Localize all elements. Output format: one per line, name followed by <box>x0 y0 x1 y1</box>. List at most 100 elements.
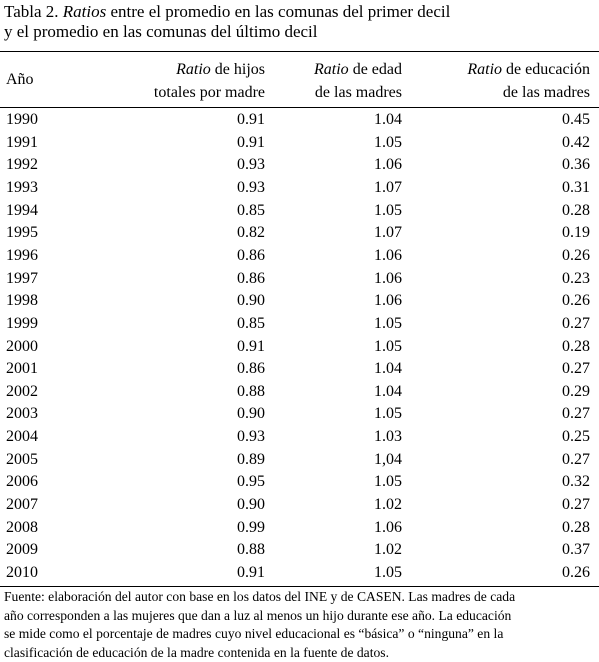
title: Tabla 2. Ratios entre el promedio en las… <box>4 2 450 22</box>
value-cell: 1.06 <box>374 246 402 264</box>
header-cell: totales por madre <box>153 84 265 101</box>
year-cell: 1992 <box>6 156 38 174</box>
footnote-line: se mide como el porcentaje de madres cuy… <box>4 626 504 641</box>
year-cell: 2004 <box>6 428 38 446</box>
year-cell: 2010 <box>6 564 38 581</box>
header-cell: Ratio de hijos <box>176 60 265 80</box>
value-cell: 0.93 <box>237 156 265 174</box>
value-cell: 1.07 <box>374 224 402 242</box>
header-italic: Ratio <box>176 61 211 78</box>
value-cell: 0.91 <box>237 133 265 151</box>
footnote-line: año corresponden a las mujeres que dan a… <box>4 607 512 623</box>
value-cell: 0.26 <box>562 246 590 264</box>
value-cell: 1.04 <box>374 360 402 378</box>
value-cell: 0.27 <box>562 450 590 468</box>
value-cell: 0.82 <box>237 224 265 242</box>
value-cell: 0.27 <box>562 314 590 332</box>
value-cell: 0.28 <box>562 201 590 219</box>
value-cell: 0.90 <box>237 292 265 310</box>
header-text: de educación <box>506 61 590 78</box>
value-cell: 0.27 <box>562 360 590 378</box>
value-cell: 0.27 <box>562 405 590 423</box>
value-cell: 0.86 <box>237 360 265 378</box>
top-rule <box>0 51 599 52</box>
value-cell: 1,04 <box>374 450 402 468</box>
year-cell: 1991 <box>6 133 38 151</box>
year-cell: 2003 <box>6 405 38 423</box>
year-cell: 2001 <box>6 360 38 378</box>
title-text: entre el promedio en las comunas del pri… <box>110 2 451 21</box>
value-cell: 0.85 <box>237 201 265 219</box>
value-cell: 0.42 <box>562 133 590 151</box>
header-text: de edad <box>352 61 402 78</box>
year-cell: 2005 <box>6 450 38 468</box>
value-cell: 1.06 <box>374 269 402 287</box>
value-cell: 1.06 <box>374 156 402 174</box>
header-cell: Ratio de edad <box>314 60 402 80</box>
value-cell: 1.03 <box>374 428 402 446</box>
year-cell: 1995 <box>6 224 38 242</box>
value-cell: 0.88 <box>237 541 265 559</box>
value-cell: 0.86 <box>237 246 265 264</box>
year-cell: 2009 <box>6 541 38 559</box>
value-cell: 0.26 <box>562 564 590 581</box>
value-cell: 0.85 <box>237 314 265 332</box>
value-cell: 0.91 <box>237 111 265 128</box>
title-label: Tabla 2. <box>4 2 59 21</box>
value-cell: 0.32 <box>562 473 590 491</box>
footnote-line: clasificación de educación de la madre c… <box>4 644 389 660</box>
year-cell: 2007 <box>6 496 38 514</box>
header-cell: de las madres <box>502 84 590 101</box>
value-cell: 0.26 <box>562 292 590 310</box>
title-italic: Ratios <box>62 2 107 21</box>
value-cell: 0.25 <box>562 428 590 446</box>
value-cell: 0.28 <box>562 337 590 355</box>
value-cell: 1.05 <box>374 337 402 355</box>
header-italic: Ratio <box>467 61 503 78</box>
value-cell: 0.28 <box>562 518 590 536</box>
value-cell: 1.02 <box>374 496 402 514</box>
value-cell: 1.05 <box>374 133 402 151</box>
year-cell: 1993 <box>6 178 38 196</box>
value-cell: 0.90 <box>237 496 265 514</box>
value-cell: 0.27 <box>562 496 590 514</box>
year-cell: 1990 <box>6 111 38 128</box>
year-cell: 2002 <box>6 382 38 400</box>
value-cell: 0.93 <box>237 428 265 446</box>
value-cell: 1.04 <box>374 111 402 128</box>
value-cell: 0.45 <box>562 111 590 128</box>
value-cell: 0.88 <box>237 382 265 400</box>
value-cell: 0.91 <box>237 564 265 581</box>
value-cell: 1.05 <box>374 405 402 423</box>
value-cell: 0.19 <box>562 224 590 242</box>
year-cell: 2006 <box>6 473 38 491</box>
value-cell: 0.37 <box>562 541 590 559</box>
title-line: y el promedio en las comunas del último … <box>4 22 318 41</box>
header-cell: de las madres <box>314 84 402 101</box>
value-cell: 0.95 <box>237 473 265 491</box>
header-cell: Año <box>6 71 34 88</box>
value-cell: 0.86 <box>237 269 265 287</box>
year-cell: 2000 <box>6 337 38 355</box>
header-text: de hijos <box>214 61 265 78</box>
value-cell: 0.99 <box>237 518 265 536</box>
year-cell: 1994 <box>6 201 38 219</box>
year-cell: 1998 <box>6 292 38 310</box>
year-cell: 2008 <box>6 518 38 536</box>
year-cell: 1999 <box>6 314 38 332</box>
value-cell: 0.91 <box>237 337 265 355</box>
value-cell: 1.06 <box>374 518 402 536</box>
header-italic: Ratio <box>314 61 349 78</box>
footnote-line: Fuente: elaboración del autor con base e… <box>4 589 516 604</box>
value-cell: 1.06 <box>374 292 402 310</box>
value-cell: 0.29 <box>562 382 590 400</box>
value-cell: 0.93 <box>237 178 265 196</box>
bottom-rule <box>0 586 599 587</box>
value-cell: 0.90 <box>237 405 265 423</box>
value-cell: 0.31 <box>562 178 590 196</box>
value-cell: 1.05 <box>374 564 402 581</box>
value-cell: 1.07 <box>374 178 402 196</box>
value-cell: 1.04 <box>374 382 402 400</box>
value-cell: 0.36 <box>562 156 590 174</box>
